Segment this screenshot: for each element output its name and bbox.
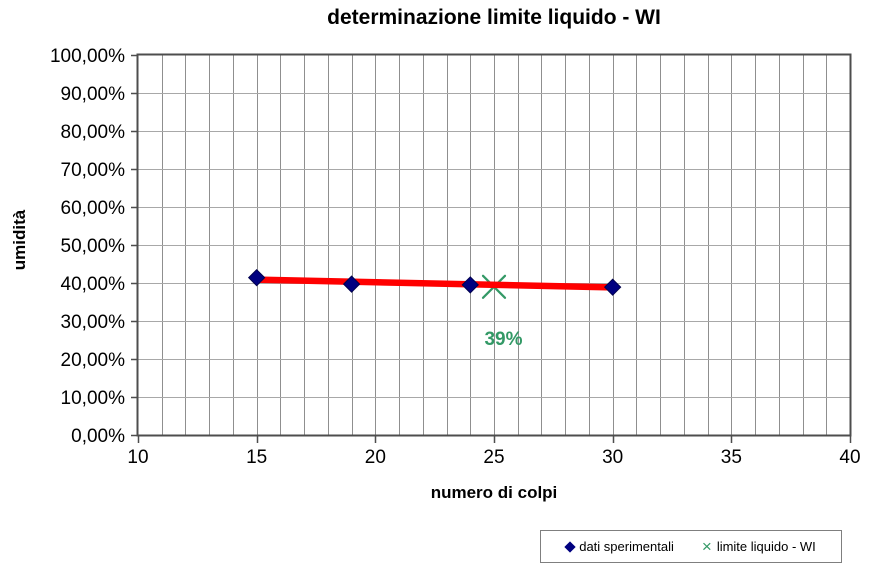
svg-text:60,00%: 60,00%	[61, 198, 126, 219]
svg-text:40: 40	[839, 447, 860, 468]
x-axis-title: numero di colpi	[430, 483, 558, 502]
svg-text:70,00%: 70,00%	[61, 160, 126, 181]
legend-item-dati-sperimentali: dati sperimentali	[564, 539, 674, 554]
chart-title: determinazione limite liquido - WI	[327, 6, 661, 29]
legend-item-limite-liquido: × limite liquido - WI	[701, 536, 816, 556]
svg-text:50,00%: 50,00%	[61, 236, 126, 257]
svg-text:40,00%: 40,00%	[61, 274, 126, 295]
annotation-label: 39%	[484, 329, 522, 350]
diamond-marker-icon	[564, 540, 576, 553]
series-dati-sperimentali	[247, 268, 622, 296]
legend: dati sperimentali × limite liquido - WI	[540, 530, 842, 563]
y-axis-title: umidità	[10, 209, 29, 271]
svg-text:10,00%: 10,00%	[61, 388, 126, 409]
svg-text:0,00%: 0,00%	[71, 426, 125, 447]
gridlines	[138, 55, 850, 435]
trendline	[256, 276, 618, 291]
svg-text:20,00%: 20,00%	[61, 350, 126, 371]
svg-text:90,00%: 90,00%	[61, 84, 126, 105]
svg-text:25: 25	[483, 447, 504, 468]
x-marker-icon: ×	[701, 536, 712, 556]
svg-text:30: 30	[602, 447, 623, 468]
tick-labels: 10 15 20 25 30 35 40 0,00% 10,00% 20,00% 30,00% 40,…	[50, 46, 861, 468]
svg-text:80,00%: 80,00%	[61, 122, 126, 143]
svg-text:35: 35	[721, 447, 742, 468]
legend-item-label: dati sperimentali	[579, 539, 674, 554]
svg-text:15: 15	[246, 447, 267, 468]
svg-text:30,00%: 30,00%	[61, 312, 126, 333]
svg-text:20: 20	[365, 447, 386, 468]
axes	[131, 53, 852, 443]
legend-item-label: limite liquido - WI	[716, 539, 816, 554]
svg-text:100,00%: 100,00%	[50, 46, 125, 67]
svg-text:10: 10	[127, 447, 148, 468]
